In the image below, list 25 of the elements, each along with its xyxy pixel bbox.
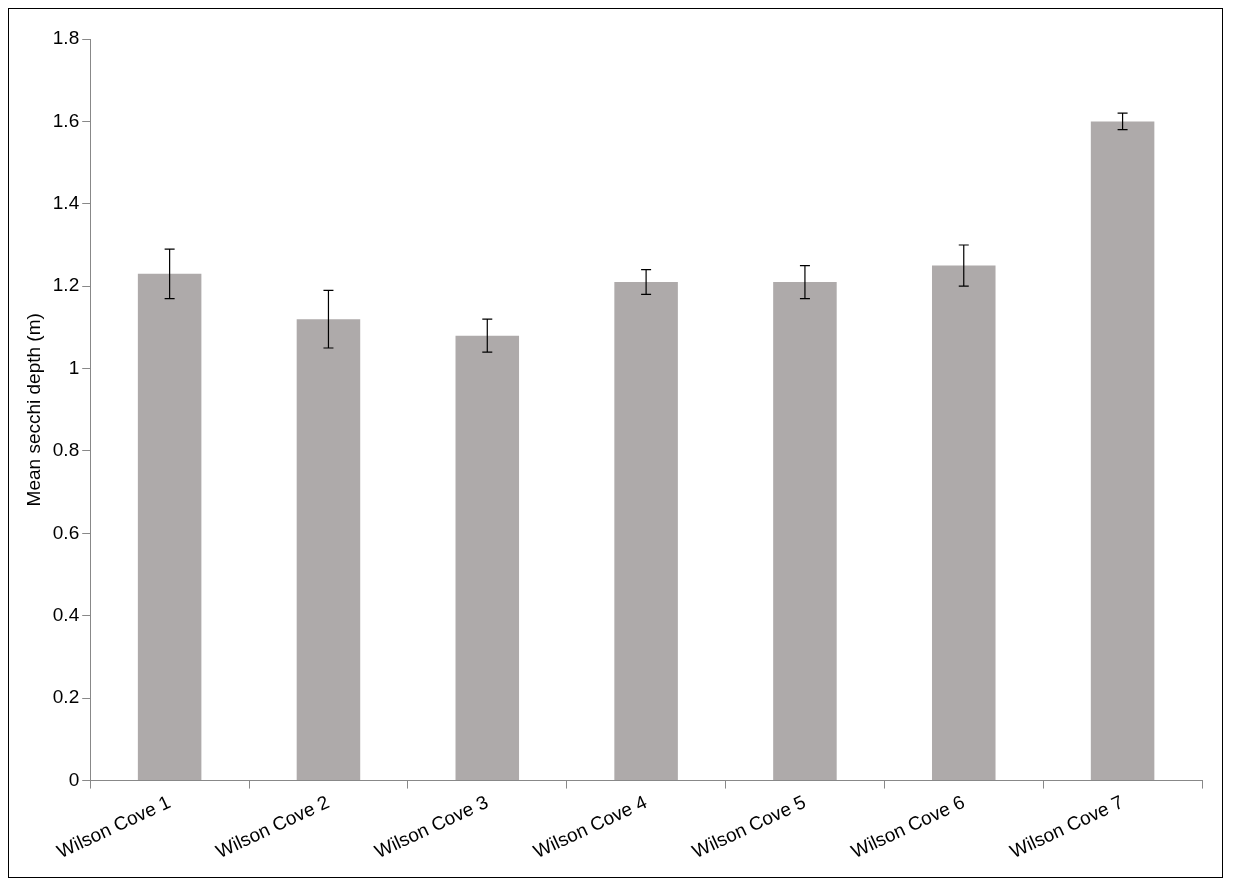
x-tick-label: Wilson Cove 4 (530, 791, 651, 863)
y-tick-label: 0.8 (52, 439, 80, 461)
bar (773, 282, 837, 781)
x-tick-label: Wilson Cove 3 (371, 791, 492, 863)
x-tick-label: Wilson Cove 7 (1006, 791, 1127, 863)
bar (614, 282, 678, 781)
y-tick-label: 1.4 (52, 192, 80, 214)
y-tick-label: 0.6 (52, 521, 80, 543)
y-tick-label: 1.8 (52, 27, 80, 49)
bar (455, 335, 520, 781)
bar (296, 319, 361, 781)
x-tick-label: Wilson Cove 5 (688, 791, 809, 863)
x-tick-label: Wilson Cove 2 (212, 791, 333, 863)
y-tick-label: 1.2 (52, 274, 80, 296)
y-tick-label: 0.4 (52, 604, 80, 626)
bar (1090, 121, 1155, 781)
bar (931, 265, 996, 781)
bar (137, 273, 202, 781)
y-tick-label: 1 (68, 356, 80, 378)
y-tick-label: 1.6 (52, 109, 80, 131)
x-tick-label: Wilson Cove 6 (847, 791, 968, 863)
y-tick-label: 0.2 (52, 686, 80, 708)
y-axis-title: Mean secchi depth (m) (22, 313, 44, 507)
x-tick-label: Wilson Cove 1 (53, 791, 174, 863)
y-tick-label: 0 (68, 768, 80, 790)
